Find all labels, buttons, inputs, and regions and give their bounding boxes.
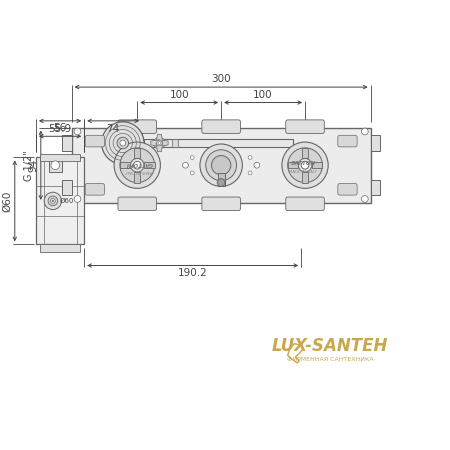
Text: ФИРМЕННАЯ САНТЕХНИКА: ФИРМЕННАЯ САНТЕХНИКА bbox=[287, 356, 373, 361]
FancyBboxPatch shape bbox=[286, 120, 324, 133]
Circle shape bbox=[74, 196, 81, 202]
Circle shape bbox=[200, 144, 243, 186]
FancyBboxPatch shape bbox=[118, 120, 157, 133]
Text: 300: 300 bbox=[212, 74, 231, 84]
Circle shape bbox=[248, 156, 252, 159]
Polygon shape bbox=[135, 172, 140, 183]
Circle shape bbox=[51, 161, 60, 170]
FancyBboxPatch shape bbox=[202, 120, 240, 133]
Text: GATTON: GATTON bbox=[291, 161, 316, 166]
Text: 100: 100 bbox=[253, 90, 273, 99]
Circle shape bbox=[212, 156, 231, 175]
Bar bbox=[72, 128, 371, 203]
Polygon shape bbox=[156, 143, 163, 152]
Polygon shape bbox=[159, 140, 168, 146]
Circle shape bbox=[114, 142, 160, 189]
Circle shape bbox=[44, 192, 62, 210]
Circle shape bbox=[130, 158, 144, 172]
Circle shape bbox=[206, 150, 237, 180]
Bar bbox=[40, 244, 81, 252]
Bar bbox=[371, 180, 380, 195]
Bar bbox=[49, 158, 62, 172]
Bar bbox=[40, 153, 81, 162]
Text: 74: 74 bbox=[107, 124, 120, 134]
FancyBboxPatch shape bbox=[286, 197, 324, 211]
Circle shape bbox=[301, 162, 309, 169]
Polygon shape bbox=[135, 148, 140, 158]
Circle shape bbox=[120, 148, 155, 183]
Circle shape bbox=[74, 128, 81, 135]
Polygon shape bbox=[144, 162, 155, 168]
Polygon shape bbox=[302, 172, 308, 183]
FancyBboxPatch shape bbox=[85, 184, 104, 195]
Polygon shape bbox=[312, 162, 322, 168]
Polygon shape bbox=[120, 162, 130, 168]
Text: 56: 56 bbox=[54, 123, 67, 133]
Text: Ø60: Ø60 bbox=[60, 198, 74, 204]
Text: 190.2: 190.2 bbox=[178, 268, 207, 279]
Circle shape bbox=[50, 198, 55, 203]
Text: MADE IN ITALY: MADE IN ITALY bbox=[125, 169, 153, 173]
FancyBboxPatch shape bbox=[202, 197, 240, 211]
Polygon shape bbox=[151, 140, 159, 146]
Circle shape bbox=[158, 142, 161, 144]
Circle shape bbox=[298, 158, 312, 172]
Text: 94: 94 bbox=[28, 158, 38, 172]
Circle shape bbox=[361, 196, 368, 202]
Text: GATTONI: GATTONI bbox=[126, 161, 153, 166]
Circle shape bbox=[157, 140, 162, 146]
FancyBboxPatch shape bbox=[85, 135, 104, 147]
Bar bbox=[36, 158, 84, 244]
Circle shape bbox=[217, 179, 225, 186]
FancyBboxPatch shape bbox=[338, 135, 357, 147]
Text: 100: 100 bbox=[169, 90, 189, 99]
Bar bbox=[62, 180, 72, 195]
Text: G 1/2": G 1/2" bbox=[24, 150, 34, 180]
Circle shape bbox=[153, 137, 165, 149]
Circle shape bbox=[282, 142, 328, 189]
Bar bbox=[172, 139, 178, 147]
Text: 55.9: 55.9 bbox=[49, 124, 72, 134]
Circle shape bbox=[133, 162, 141, 169]
Text: LUX-SANTEH: LUX-SANTEH bbox=[272, 337, 388, 355]
Bar bbox=[218, 173, 225, 186]
Circle shape bbox=[190, 171, 194, 175]
Circle shape bbox=[361, 128, 368, 135]
Bar bbox=[144, 139, 293, 147]
Bar bbox=[371, 135, 380, 151]
Text: MADE IN ITALY: MADE IN ITALY bbox=[289, 170, 317, 174]
Circle shape bbox=[120, 140, 126, 146]
Bar bbox=[62, 135, 72, 151]
Circle shape bbox=[248, 171, 252, 175]
Circle shape bbox=[288, 148, 322, 183]
Bar bbox=[293, 147, 301, 162]
Polygon shape bbox=[302, 148, 308, 158]
FancyBboxPatch shape bbox=[118, 197, 157, 211]
Text: Ø60: Ø60 bbox=[2, 190, 12, 212]
Polygon shape bbox=[156, 135, 163, 143]
Circle shape bbox=[183, 162, 189, 168]
Circle shape bbox=[254, 162, 260, 168]
Circle shape bbox=[117, 137, 129, 149]
Circle shape bbox=[102, 122, 144, 164]
FancyBboxPatch shape bbox=[338, 184, 357, 195]
Circle shape bbox=[52, 200, 54, 202]
Circle shape bbox=[190, 156, 194, 159]
Circle shape bbox=[48, 196, 58, 206]
Polygon shape bbox=[288, 162, 298, 168]
